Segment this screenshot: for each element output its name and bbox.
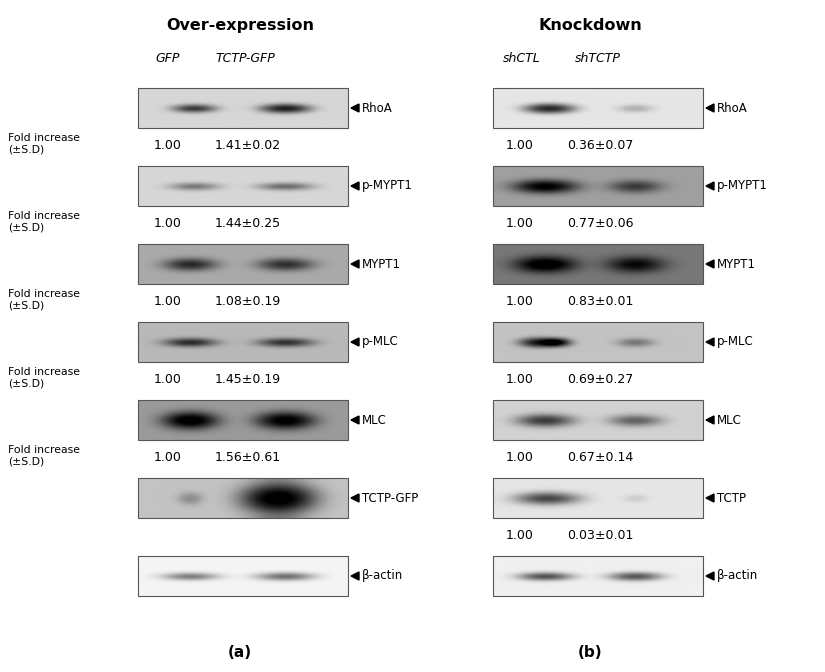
Bar [138, 166, 348, 206]
Text: TCTP-GFP: TCTP-GFP [215, 52, 275, 65]
Text: TCTP: TCTP [717, 491, 746, 505]
Text: 1.00: 1.00 [154, 139, 182, 152]
Polygon shape [351, 572, 359, 580]
Text: (b): (b) [578, 645, 602, 660]
Text: MLC: MLC [717, 413, 742, 427]
Text: 1.00: 1.00 [506, 373, 534, 386]
Text: 1.00: 1.00 [506, 295, 534, 308]
Text: Fold increase
(±S.D): Fold increase (±S.D) [8, 133, 80, 155]
Text: 1.00: 1.00 [506, 529, 534, 542]
Bar [493, 400, 703, 440]
Text: MLC: MLC [362, 413, 387, 427]
Text: 1.00: 1.00 [154, 451, 182, 464]
Text: Fold increase
(±S.D): Fold increase (±S.D) [8, 445, 80, 466]
Bar [138, 478, 348, 518]
Bar [138, 400, 348, 440]
Text: 1.41±0.02: 1.41±0.02 [215, 139, 281, 152]
Polygon shape [351, 416, 359, 424]
Bar [493, 478, 703, 518]
Text: RhoA: RhoA [362, 101, 393, 114]
Bar [138, 556, 348, 596]
Text: p-MYPT1: p-MYPT1 [717, 179, 768, 192]
Text: 1.08±0.19: 1.08±0.19 [214, 295, 281, 308]
Text: (a): (a) [228, 645, 252, 660]
Text: RhoA: RhoA [717, 101, 747, 114]
Polygon shape [706, 572, 714, 580]
Text: 1.56±0.61: 1.56±0.61 [215, 451, 281, 464]
Bar [138, 244, 348, 284]
Text: β-actin: β-actin [717, 569, 758, 583]
Text: 0.83±0.01: 0.83±0.01 [567, 295, 634, 308]
Bar [493, 556, 703, 596]
Text: p-MLC: p-MLC [717, 335, 754, 349]
Text: 1.00: 1.00 [154, 373, 182, 386]
Polygon shape [706, 260, 714, 268]
Polygon shape [706, 338, 714, 346]
Bar [138, 322, 348, 362]
Text: 0.36±0.07: 0.36±0.07 [567, 139, 634, 152]
Text: 0.77±0.06: 0.77±0.06 [567, 217, 634, 230]
Text: 1.45±0.19: 1.45±0.19 [215, 373, 281, 386]
Text: 0.67±0.14: 0.67±0.14 [567, 451, 633, 464]
Text: β-actin: β-actin [362, 569, 403, 583]
Text: Knockdown: Knockdown [538, 18, 642, 33]
Text: 1.00: 1.00 [506, 217, 534, 230]
Polygon shape [351, 260, 359, 268]
Text: GFP: GFP [156, 52, 180, 65]
Bar [493, 166, 703, 206]
Text: TCTP-GFP: TCTP-GFP [362, 491, 418, 505]
Text: p-MLC: p-MLC [362, 335, 398, 349]
Text: MYPT1: MYPT1 [362, 257, 401, 271]
Text: 1.00: 1.00 [506, 451, 534, 464]
Polygon shape [706, 104, 714, 112]
Text: 0.69±0.27: 0.69±0.27 [567, 373, 633, 386]
Polygon shape [351, 494, 359, 502]
Polygon shape [351, 182, 359, 190]
Polygon shape [706, 416, 714, 424]
Text: Fold increase
(±S.D): Fold increase (±S.D) [8, 367, 80, 388]
Polygon shape [351, 104, 359, 112]
Bar [493, 322, 703, 362]
Text: p-MYPT1: p-MYPT1 [362, 179, 412, 192]
Text: 1.00: 1.00 [154, 295, 182, 308]
Text: shCTL: shCTL [503, 52, 541, 65]
Bar [493, 88, 703, 128]
Text: shTCTP: shTCTP [575, 52, 621, 65]
Polygon shape [706, 182, 714, 190]
Text: Fold increase
(±S.D): Fold increase (±S.D) [8, 211, 80, 233]
Text: 1.00: 1.00 [506, 139, 534, 152]
Polygon shape [706, 494, 714, 502]
Polygon shape [351, 338, 359, 346]
Text: 1.44±0.25: 1.44±0.25 [215, 217, 281, 230]
Text: Over-expression: Over-expression [166, 18, 314, 33]
Text: Fold increase
(±S.D): Fold increase (±S.D) [8, 289, 80, 310]
Text: 1.00: 1.00 [154, 217, 182, 230]
Bar [138, 88, 348, 128]
Text: 0.03±0.01: 0.03±0.01 [567, 529, 634, 542]
Bar [493, 244, 703, 284]
Text: MYPT1: MYPT1 [717, 257, 756, 271]
